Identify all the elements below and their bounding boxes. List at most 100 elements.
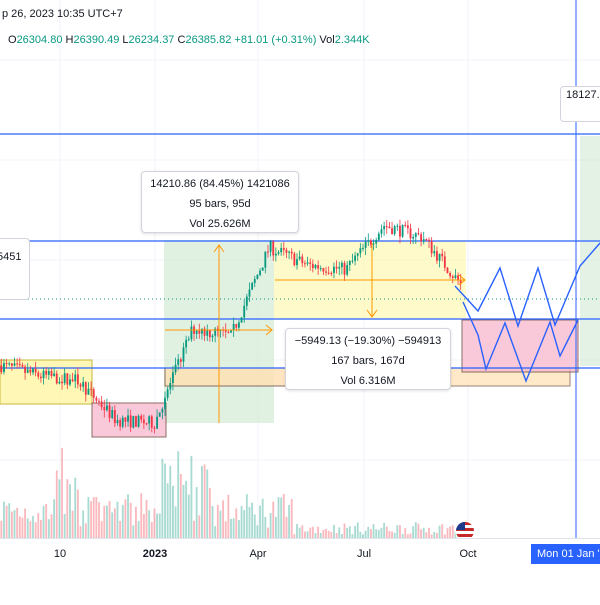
volume-bar	[121, 504, 124, 538]
volume-bar	[34, 522, 37, 538]
volume-bar	[449, 526, 452, 538]
candle-body	[435, 251, 438, 261]
candle-body	[55, 373, 58, 384]
volume-bar	[37, 513, 40, 538]
candle-body	[359, 248, 362, 254]
projection-path-upper[interactable]	[454, 242, 600, 329]
candle-body	[438, 253, 441, 261]
candle-body	[169, 383, 172, 390]
candle-body	[171, 372, 174, 384]
candle-body	[26, 369, 29, 373]
candle-body	[127, 415, 129, 422]
candle-body	[277, 252, 280, 254]
candle-body	[399, 225, 401, 237]
volume-bar	[288, 504, 291, 538]
volume-bar	[369, 529, 372, 538]
volume-bar	[32, 515, 34, 538]
candle-body	[132, 416, 135, 428]
candle-body	[280, 247, 283, 253]
volume-bar	[380, 527, 383, 538]
ohlc-legend: p 26, 2023 10:35 UTC+7 O26304.80 H26390.…	[0, 6, 600, 46]
volume-bar	[338, 527, 341, 538]
candle-body	[166, 389, 169, 398]
volume-bar	[177, 451, 180, 538]
time-axis[interactable]: 10 2023 Apr Jul Oct Mon 01 Jan '	[0, 538, 600, 569]
candle-body	[13, 363, 16, 366]
volume-bar	[124, 499, 127, 538]
volume-bar	[348, 526, 351, 538]
candle-body	[227, 331, 230, 333]
volume-bar	[45, 503, 48, 538]
volume-bar	[214, 526, 217, 538]
candle-body	[335, 266, 338, 269]
candle-body	[409, 228, 412, 239]
volume-bar	[404, 528, 407, 538]
candle-body	[142, 419, 145, 424]
volume-bar	[251, 502, 254, 538]
volume-bar	[108, 501, 111, 538]
candle-body	[84, 382, 87, 395]
volume-bar	[171, 485, 174, 538]
volume-bar	[5, 505, 8, 538]
volume-bar	[293, 534, 296, 538]
volume-bar	[362, 534, 364, 538]
volume-bars	[0, 448, 462, 538]
volume-bar	[322, 529, 325, 538]
volume-bar	[206, 469, 209, 538]
candle-body	[459, 280, 462, 284]
measure-tooltip-up: 14210.86 (84.45%) 1421086 95 bars, 95d V…	[141, 171, 299, 233]
volume-bar	[79, 526, 82, 538]
candle-body	[309, 262, 312, 264]
candle-body	[288, 251, 291, 253]
forecast-zone[interactable]	[580, 136, 600, 366]
volume-bar	[245, 494, 248, 538]
volume-bar	[269, 513, 272, 538]
volume-bar	[406, 534, 409, 538]
candle-body	[158, 412, 161, 417]
volume-bar	[0, 520, 3, 538]
volume-bar	[428, 527, 430, 538]
candle-body	[153, 427, 156, 429]
volume-bar	[90, 501, 93, 538]
orange-support-box[interactable]	[164, 367, 291, 387]
measure-up-change: 14210.86 (84.45%) 1421086	[150, 178, 290, 190]
candle-body	[103, 407, 106, 411]
volume-bar	[116, 501, 119, 538]
left-pink-box[interactable]	[91, 402, 167, 438]
candle-body	[0, 365, 3, 373]
candle-body	[240, 317, 243, 323]
candle-body	[69, 379, 71, 385]
volume-bar	[388, 530, 391, 538]
volume-bar	[232, 518, 235, 538]
candle-body	[446, 267, 449, 274]
volume-bar	[298, 527, 301, 538]
candle-body	[319, 268, 322, 270]
volume-bar	[105, 505, 108, 538]
candle-body	[377, 233, 380, 240]
measure-down-change: −5949.13 (−19.30%) −594913	[294, 335, 442, 347]
volume-bar	[435, 532, 438, 538]
candle-body	[311, 263, 314, 269]
volume-bar	[248, 506, 251, 538]
volume-bar	[74, 477, 77, 538]
candle-body	[39, 376, 42, 379]
volume-bar	[61, 448, 63, 538]
candle-body	[296, 259, 298, 266]
volume-bar	[137, 520, 140, 538]
candle-body	[248, 289, 251, 297]
candle-body	[129, 415, 132, 428]
volume-bar	[264, 516, 267, 538]
volume-bar	[16, 507, 19, 538]
projection-path-lower[interactable]	[462, 301, 579, 383]
candle-body	[174, 364, 177, 373]
candle-body	[348, 261, 351, 266]
candle-body	[245, 296, 248, 306]
candle-body	[201, 328, 203, 334]
candle-body	[177, 359, 180, 365]
candle-body	[5, 363, 8, 365]
volume-bar	[10, 511, 13, 538]
candle-body	[24, 366, 27, 373]
us-flag-icon[interactable]	[455, 521, 475, 541]
